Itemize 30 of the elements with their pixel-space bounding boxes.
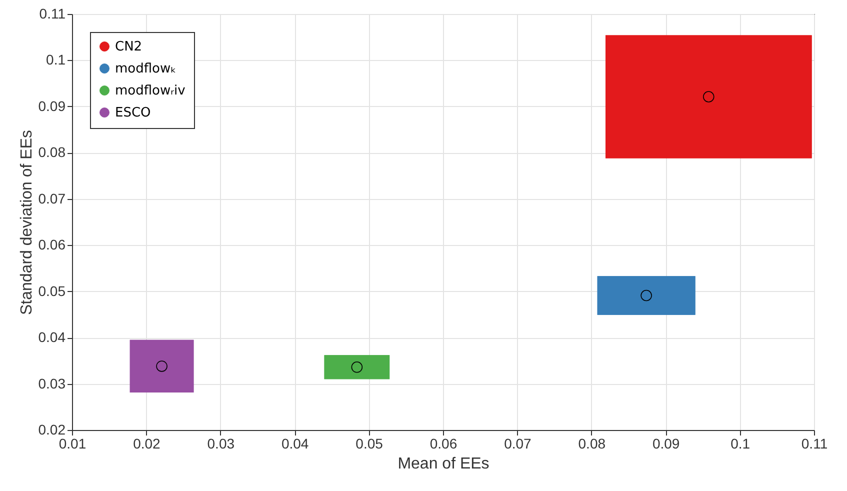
y-tick-label: 0.03 [38,375,66,392]
y-axis-title: Standard deviation of EEs [18,130,36,316]
legend-label: CN2 [115,40,142,54]
x-tick-label: 0.01 [58,436,86,452]
y-tick-label: 0.05 [38,282,66,299]
y-tick-label: 0.1 [46,52,66,68]
y-tick-label: 0.06 [38,236,66,253]
point [156,360,168,372]
x-tick-label: 0.06 [430,436,458,452]
y-tick-label: 0.04 [38,329,66,346]
y-tick-label: 0.11 [39,6,66,22]
x-tick-label: 0.05 [356,436,384,452]
legend-label: modflowᵣiv [115,84,186,98]
y-tick-label: 0.08 [38,144,66,160]
legend-label: modflowₖ [115,62,176,76]
x-tick-label: 0.09 [652,436,680,452]
x-tick-label: 0.07 [504,436,532,452]
legend-label: ESCO [115,106,151,120]
x-tick-label: 0.08 [578,436,606,452]
y-tick-label: 0.07 [38,190,66,206]
x-tick-label: 0.11 [801,436,828,452]
x-tick-label: 0.04 [281,436,309,452]
y-tick-label: 0.09 [38,98,66,114]
x-tick-label: 0.03 [207,436,235,452]
y-tick-label: 0.02 [38,422,66,438]
point [640,290,652,302]
x-tick-label: 0.02 [133,436,161,452]
point [351,362,363,373]
x-axis-title: Mean of EEs [398,456,490,472]
x-tick-label: 0.1 [730,436,750,452]
